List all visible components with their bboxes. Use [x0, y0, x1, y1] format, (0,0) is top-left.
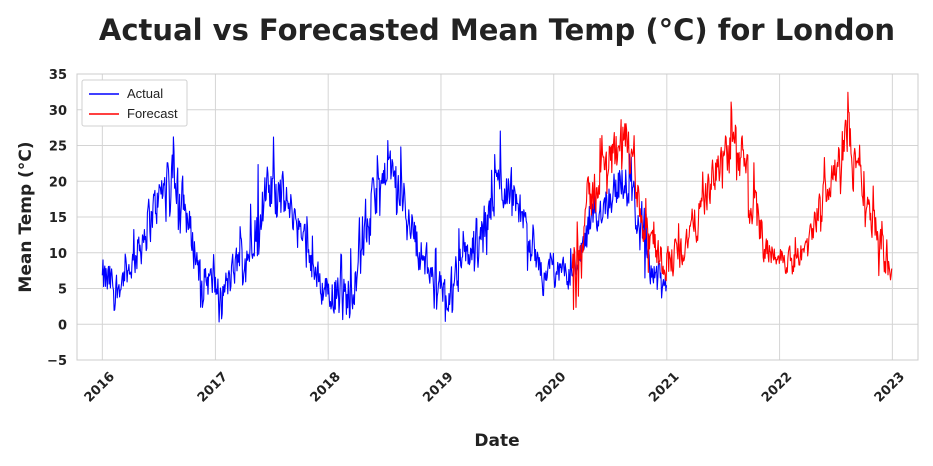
series-line-forecast — [571, 91, 893, 311]
grid-lines — [77, 73, 918, 361]
x-tick-label: 2022 — [759, 369, 795, 405]
y-tick-label: 10 — [49, 247, 67, 262]
y-tick-label: 5 — [58, 283, 67, 298]
y-axis-ticks: −5 0 5 10 15 20 25 30 35 — [47, 68, 67, 369]
x-tick-label: 2018 — [308, 369, 344, 405]
x-axis-ticks: 2016 2017 2018 2019 2020 2021 2022 2023 — [82, 369, 908, 405]
y-tick-label: 25 — [49, 140, 67, 155]
x-tick-label: 2016 — [82, 369, 118, 405]
legend: Actual Forecast — [81, 79, 188, 127]
y-tick-label: 35 — [49, 68, 67, 83]
y-tick-label: 0 — [58, 318, 67, 333]
x-tick-label: 2023 — [872, 369, 908, 405]
x-tick-label: 2021 — [646, 369, 682, 405]
y-axis-label: Mean Temp (°C) — [16, 141, 36, 292]
y-tick-label: 30 — [49, 104, 67, 119]
x-axis-label: Date — [474, 431, 519, 451]
plot-area — [76, 73, 919, 361]
plot-frame — [76, 73, 919, 361]
y-tick-label: 15 — [49, 211, 67, 226]
legend-label-forecast: Forecast — [127, 106, 178, 121]
legend-label-actual: Actual — [127, 86, 163, 101]
x-tick-label: 2017 — [195, 369, 231, 405]
x-tick-label: 2020 — [533, 369, 569, 405]
series-line-actual — [101, 130, 668, 323]
series-lines — [101, 91, 893, 323]
y-tick-label: 20 — [49, 175, 67, 190]
y-tick-label: −5 — [47, 354, 67, 369]
x-tick-label: 2019 — [420, 369, 456, 405]
chart-title: Actual vs Forecasted Mean Temp (°C) for … — [99, 13, 895, 47]
